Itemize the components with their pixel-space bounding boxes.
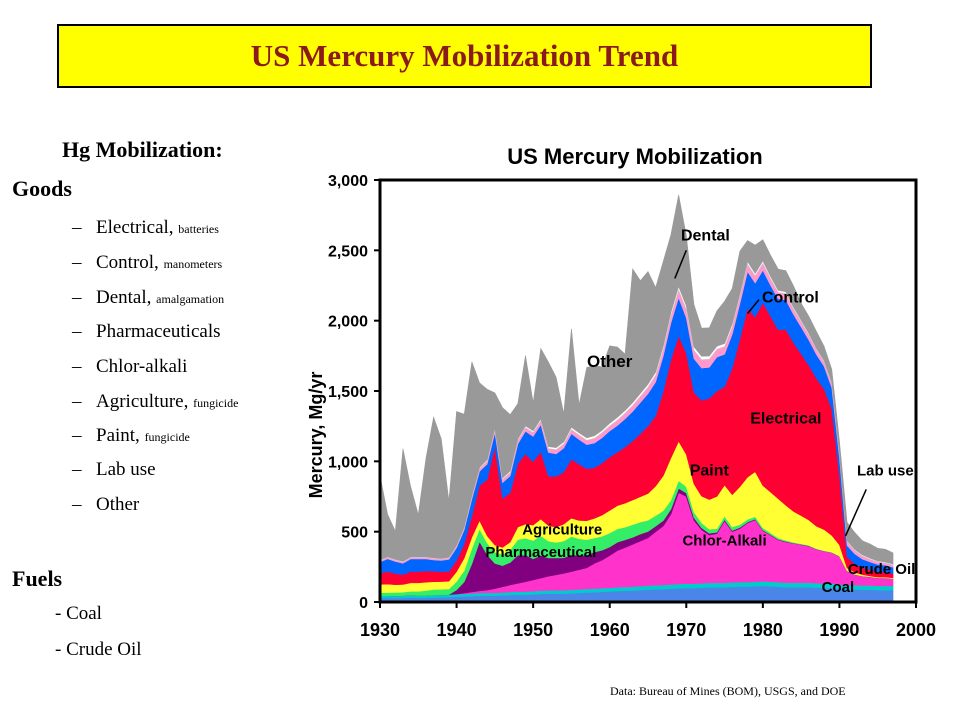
- annotation-coal: Coal: [822, 579, 855, 596]
- x-tick-label: 1950: [513, 620, 553, 640]
- annotation-other: Other: [587, 352, 633, 371]
- fuels-heading: Fuels: [12, 566, 63, 591]
- goods-heading: Goods: [12, 176, 72, 201]
- x-tick-label: 1990: [819, 620, 859, 640]
- y-tick-label: 500: [341, 525, 368, 542]
- x-tick-label: 1960: [590, 620, 630, 640]
- annotation-crude-oil: Crude Oil: [848, 561, 916, 578]
- goods-item: – Control, manometers: [72, 252, 223, 273]
- x-tick-label: 1940: [437, 620, 477, 640]
- goods-item: – Dental, amalgamation: [72, 287, 225, 308]
- annotation-leader: [844, 489, 867, 537]
- annotation-control: Control: [762, 289, 819, 306]
- annotation-paint: Paint: [690, 462, 730, 479]
- y-tick-label: 1,500: [328, 384, 368, 401]
- x-tick-label: 1970: [666, 620, 706, 640]
- goods-item: – Paint, fungicide: [72, 425, 190, 446]
- x-tick-label: 1930: [360, 620, 400, 640]
- goods-item: – Chlor-alkali: [72, 356, 188, 377]
- fuel-item: - Crude Oil: [55, 639, 142, 660]
- annotation-dental: Dental: [681, 227, 730, 244]
- goods-item: – Other: [72, 494, 140, 515]
- y-tick-label: 2,000: [328, 314, 368, 331]
- y-axis-label: Mercury, Mg/yr: [306, 372, 326, 499]
- goods-item: – Agriculture, fungicide: [72, 391, 239, 412]
- chart-title: US Mercury Mobilization: [507, 144, 762, 169]
- hg-heading: Hg Mobilization:: [62, 137, 223, 162]
- x-tick-label: 1980: [743, 620, 783, 640]
- annotation-chlor-alkali: Chlor-Alkali: [682, 533, 766, 550]
- fuel-item: - Coal: [55, 603, 102, 624]
- x-tick-label: 2000: [896, 620, 936, 640]
- annotation-leader: [746, 299, 760, 315]
- annotation-agriculture: Agriculture: [522, 521, 602, 538]
- page-title: US Mercury Mobilization Trend: [250, 38, 679, 73]
- y-tick-label: 1,000: [328, 454, 368, 471]
- annotation-pharmaceutical: Pharmaceutical: [485, 544, 596, 561]
- annotation-leader: [674, 250, 687, 279]
- y-tick-label: 2,500: [328, 243, 368, 260]
- area-other: [379, 194, 894, 565]
- annotation-lab-use: Lab use: [857, 462, 914, 479]
- mercury-area-chart: US Mercury Mobilization Mercury, Mg/yr 0…: [306, 144, 936, 640]
- goods-item: – Pharmaceuticals: [72, 321, 221, 342]
- y-tick-label: 3,000: [328, 173, 368, 190]
- y-tick-label: 0: [359, 595, 368, 612]
- goods-item: – Electrical, batteries: [72, 217, 219, 238]
- title-banner: US Mercury Mobilization Trend: [57, 24, 872, 88]
- goods-item: – Lab use: [72, 459, 156, 480]
- annotation-electrical: Electrical: [750, 410, 821, 427]
- source-note: Data: Bureau of Mines (BOM), USGS, and D…: [610, 684, 846, 698]
